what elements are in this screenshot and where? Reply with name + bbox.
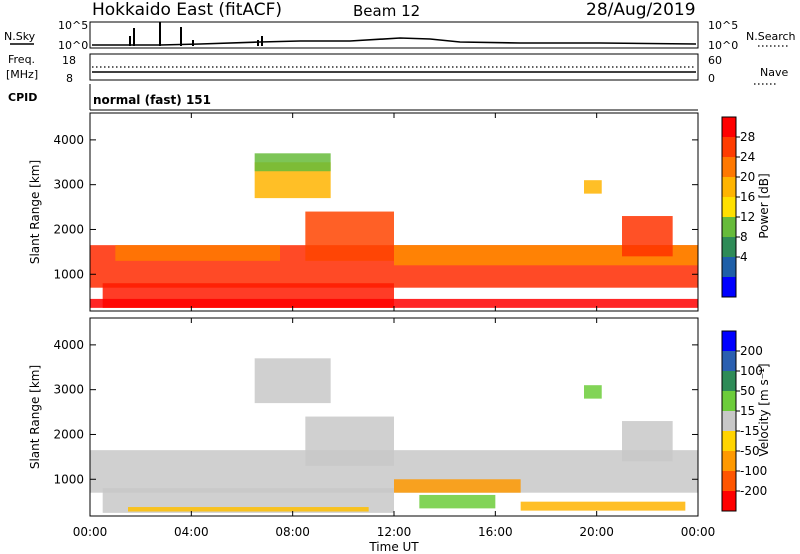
- nsky-label: N.Sky: [4, 30, 36, 43]
- velocity-colorbar-tick-label: -15: [740, 424, 760, 438]
- time-tick-label: 08:00: [275, 525, 310, 539]
- noise-panel: [89, 21, 699, 49]
- noise-right-tick-top: 10^5: [708, 19, 738, 32]
- velocity-scatter-region: [520, 501, 686, 511]
- velocity-colorbar-title: Velocity [m s⁻¹]: [757, 363, 771, 456]
- power-colorbar: 28 24 20 16 12 8 4: [721, 116, 755, 298]
- power-ytick-label: 1000: [53, 267, 84, 281]
- power-colorbar-swatch: [722, 117, 736, 138]
- velocity-colorbar-tick-label: 15: [740, 404, 755, 418]
- power-ytick-label: 4000: [53, 133, 84, 147]
- power-colorbar-swatch: [722, 177, 736, 198]
- power-colorbar-swatch: [722, 277, 736, 298]
- power-colorbar-swatch: [722, 217, 736, 238]
- velocity-colorbar-tick-label: -200: [740, 484, 767, 498]
- power-scatter-region: [584, 180, 602, 194]
- velocity-data-layer: [90, 358, 698, 513]
- beam-label: Beam 12: [353, 2, 420, 20]
- power-scatter-region: [622, 216, 673, 257]
- velocity-colorbar-frame: [721, 330, 737, 512]
- power-colorbar-tick-label: 8: [740, 230, 748, 244]
- power-colorbar-tick-label: 16: [740, 190, 755, 204]
- velocity-colorbar-tick-label: -50: [740, 444, 760, 458]
- power-ytick-label: 3000: [53, 178, 84, 192]
- time-axis: 00:00 04:00 08:00 12:00 16:00 20:00 00:00: [73, 113, 716, 539]
- velocity-scatter-region: [305, 416, 394, 466]
- velocity-scatter-region: [584, 385, 602, 399]
- velocity-colorbar-swatch: [722, 431, 736, 452]
- power-scatter-region: [254, 153, 331, 172]
- power-ylabel: Slant Range [km]: [28, 160, 42, 264]
- velocity-colorbar-swatch: [722, 451, 736, 472]
- noise-left-tick-bottom: 10^0: [58, 39, 88, 52]
- velocity-yticks: 1000 2000 3000 4000: [53, 338, 698, 486]
- velocity-ytick-label: 2000: [53, 427, 84, 441]
- power-colorbar-tick-label: 4: [740, 250, 748, 264]
- freq-label: Freq.: [8, 53, 35, 66]
- velocity-colorbar-swatch: [722, 371, 736, 392]
- velocity-colorbar-swatch: [722, 331, 736, 352]
- velocity-colorbar-tick-label: 200: [740, 344, 763, 358]
- power-colorbar-swatch: [722, 257, 736, 278]
- time-tick-label: 04:00: [174, 525, 209, 539]
- freq-right-tick-top: 60: [708, 54, 722, 67]
- nave-label: Nave: [760, 66, 788, 79]
- time-tick-label: 00:00: [73, 525, 108, 539]
- noise-sky-trace: [92, 37, 697, 46]
- velocity-ytick-label: 3000: [53, 383, 84, 397]
- power-yticks: 1000 2000 3000 4000: [53, 133, 698, 281]
- power-scatter-region: [305, 211, 394, 261]
- velocity-colorbar-swatch: [722, 411, 736, 432]
- power-colorbar-tick-label: 24: [740, 150, 755, 164]
- freq-right-tick-bottom: 0: [708, 72, 715, 85]
- power-scatter-region: [90, 298, 698, 308]
- freq-left-tick-top: 18: [62, 54, 76, 67]
- freq-panel: [89, 53, 699, 81]
- time-tick-label: 12:00: [377, 525, 412, 539]
- velocity-colorbar-swatch: [722, 351, 736, 372]
- power-colorbar-swatch: [722, 137, 736, 158]
- velocity-scatter-region: [394, 479, 521, 493]
- time-axis-label: Time UT: [368, 540, 419, 554]
- power-colorbar-tick-label: 28: [740, 130, 755, 144]
- power-ytick-label: 2000: [53, 222, 84, 236]
- power-data-layer: [90, 153, 698, 308]
- power-colorbar-tick-label: 12: [740, 210, 755, 224]
- power-colorbar-swatch: [722, 197, 736, 218]
- velocity-scatter-region: [622, 421, 673, 462]
- velocity-colorbar: 200 100 50 15 -15 -50 -100 -200: [721, 330, 767, 512]
- power-colorbar-tick-label: 20: [740, 170, 755, 184]
- cpid-label: CPID: [8, 91, 37, 104]
- noise-right-tick-bottom: 10^0: [708, 39, 738, 52]
- date-label: 28/Aug/2019: [586, 0, 696, 20]
- noise-left-tick-top: 10^5: [58, 19, 88, 32]
- velocity-colorbar-swatch: [722, 471, 736, 492]
- velocity-scatter-region: [419, 494, 496, 509]
- velocity-ytick-label: 4000: [53, 338, 84, 352]
- velocity-scatter-region: [128, 507, 369, 512]
- freq-unit-label: [MHz]: [6, 68, 38, 81]
- time-tick-label: 20:00: [579, 525, 614, 539]
- time-tick-label: 16:00: [478, 525, 513, 539]
- cpid-mode-label: normal (fast) 151: [93, 93, 211, 107]
- velocity-colorbar-swatch: [722, 391, 736, 412]
- power-colorbar-swatch: [722, 237, 736, 258]
- time-tick-label: 00:00: [681, 525, 716, 539]
- velocity-colorbar-tick-label: -100: [740, 464, 767, 478]
- noise-trace: [92, 22, 697, 46]
- velocity-ylabel: Slant Range [km]: [28, 365, 42, 469]
- power-colorbar-title: Power [dB]: [757, 173, 771, 238]
- velocity-colorbar-tick-label: 50: [740, 384, 755, 398]
- nsearch-label: N.Search: [746, 30, 796, 43]
- velocity-scatter-region: [254, 358, 331, 404]
- freq-left-tick-bottom: 8: [66, 72, 73, 85]
- velocity-ytick-label: 1000: [53, 472, 84, 486]
- station-title: Hokkaido East (fitACF): [92, 0, 282, 20]
- power-colorbar-swatch: [722, 157, 736, 178]
- power-scatter-region: [115, 245, 280, 261]
- velocity-colorbar-tick-label: 100: [740, 364, 763, 378]
- power-colorbar-frame: [721, 116, 737, 298]
- velocity-colorbar-swatch: [722, 491, 736, 512]
